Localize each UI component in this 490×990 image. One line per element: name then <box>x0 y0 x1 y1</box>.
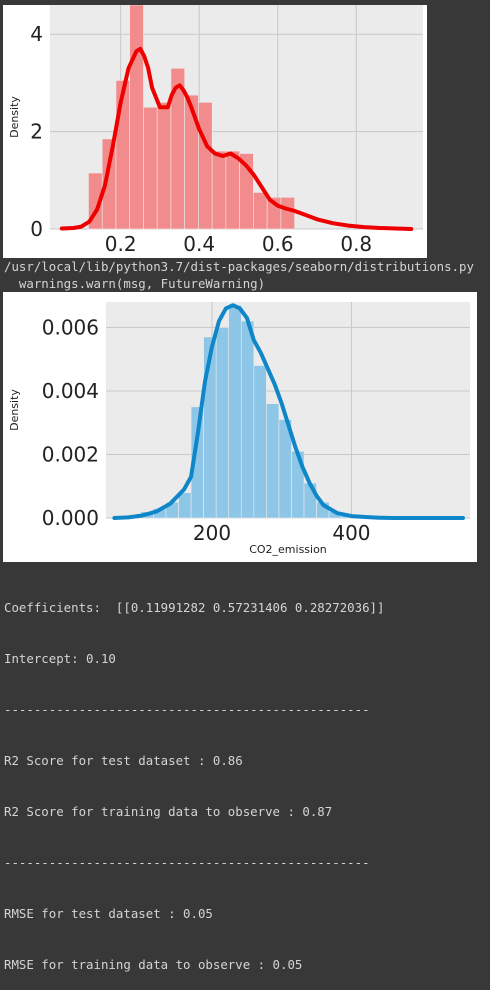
x-tick-label: 0.8 <box>340 232 372 256</box>
histogram-bar <box>129 4 144 230</box>
density-plot-1-svg: 0.2 0.4 0.6 0.8 0 2 4 Density <box>8 4 423 256</box>
histogram-bar <box>266 403 280 519</box>
density-plot-1: 0.2 0.4 0.6 0.8 0 2 4 Density <box>3 4 427 258</box>
histogram-bar <box>198 102 213 230</box>
y-tick-label: 0.000 <box>42 506 99 530</box>
intercept-line: Intercept: 0.10 <box>4 651 116 666</box>
y-tick-label: 0.006 <box>42 315 99 339</box>
kde-line <box>112 303 465 520</box>
y-axis-label: Density <box>8 389 21 431</box>
x-tick-label: 400 <box>332 521 370 545</box>
y-tick-label: 2 <box>30 120 43 144</box>
histogram-bar <box>115 80 131 230</box>
histogram-bar <box>143 106 158 230</box>
y-tick-label: 0.002 <box>42 442 99 466</box>
histogram-bar <box>156 102 172 230</box>
histogram-bar <box>280 197 295 230</box>
histogram-bar <box>240 320 255 519</box>
histogram-bar <box>253 365 267 519</box>
y-tick-label: 0.004 <box>42 379 99 403</box>
density-plot-co2: 200 400 0.000 0.002 0.004 0.006 Density CO2_emi… <box>3 292 477 562</box>
separator-line: ----------------------------------------… <box>4 702 370 717</box>
x-tick-label: 0.6 <box>262 232 294 256</box>
console-output: Coefficients: [[0.11991282 0.57231406 0.… <box>4 565 384 990</box>
rmse-train-line: RMSE for training data to observe : 0.05 <box>4 957 303 972</box>
histogram-bar <box>178 492 192 519</box>
rmse-test-line: RMSE for test dataset : 0.05 <box>4 906 213 921</box>
separator-line: ----------------------------------------… <box>4 855 370 870</box>
r2-train-line: R2 Score for training data to observe : … <box>4 804 333 819</box>
density-plot-co2-svg: 200 400 0.000 0.002 0.004 0.006 Density CO2_emi… <box>8 302 470 556</box>
histogram-bar <box>225 150 240 230</box>
y-axis-label: Density <box>8 96 21 138</box>
warning-message-line: warnings.warn(msg, FutureWarning) <box>4 276 266 291</box>
histogram-bar <box>215 327 230 519</box>
x-axis-label: CO2_emission <box>249 543 327 556</box>
x-tick-label: 200 <box>193 521 231 545</box>
kde-line <box>59 46 414 231</box>
coefficients-line: Coefficients: [[0.11991282 0.57231406 0.… <box>4 600 385 615</box>
y-tick-label: 4 <box>30 22 43 46</box>
y-tick-label: 0 <box>30 217 43 241</box>
histogram-bar <box>211 150 227 230</box>
x-tick-label: 0.2 <box>105 232 137 256</box>
x-tick-label: 0.4 <box>183 232 215 256</box>
warning-path-line: /usr/local/lib/python3.7/dist-packages/s… <box>4 259 474 274</box>
histogram-bar <box>184 94 199 230</box>
histogram-bar <box>253 192 268 230</box>
r2-test-line: R2 Score for test dataset : 0.86 <box>4 753 243 768</box>
histogram-bar <box>228 304 242 519</box>
